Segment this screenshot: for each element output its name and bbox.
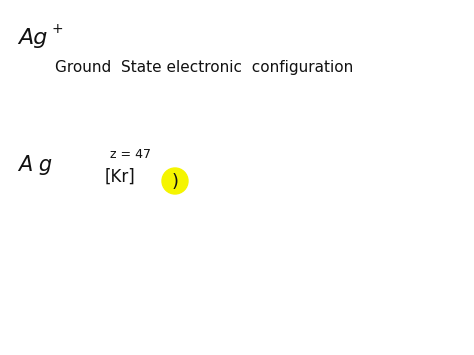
Text: A g: A g [18, 155, 52, 175]
Text: Ground  State electronic  configuration: Ground State electronic configuration [55, 60, 353, 75]
Text: +: + [52, 22, 64, 36]
Text: Ag: Ag [18, 28, 47, 48]
Text: ): ) [172, 173, 179, 191]
Text: z = 47: z = 47 [110, 148, 151, 161]
Circle shape [162, 168, 188, 194]
Text: [Kr]: [Kr] [105, 168, 136, 186]
